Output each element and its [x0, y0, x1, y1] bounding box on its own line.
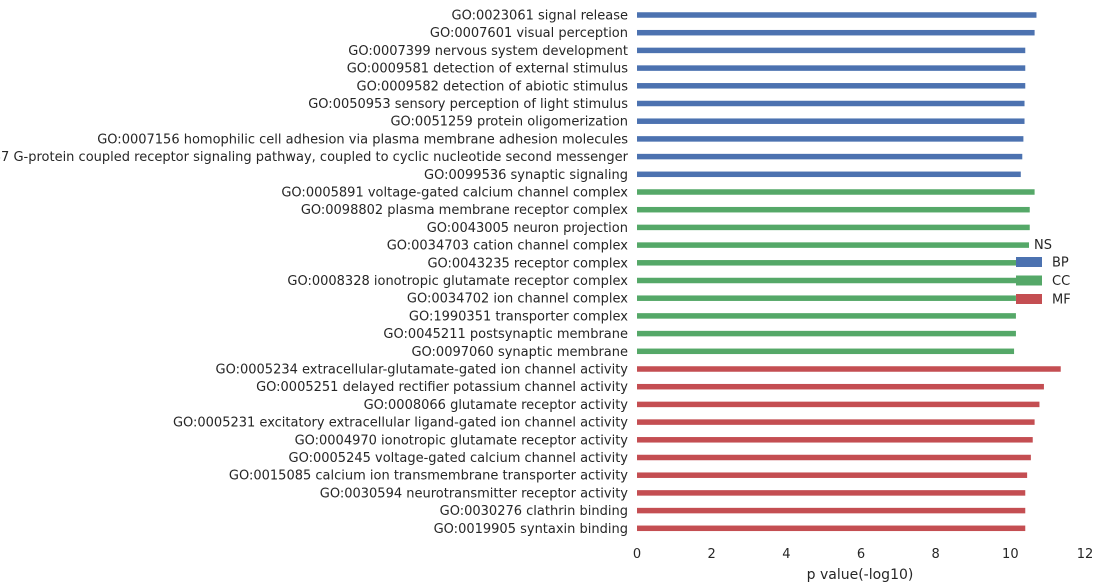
category-label: GO:0034703 cation channel complex	[387, 239, 629, 254]
category-label: GO:0051259 protein oligomerization	[390, 115, 628, 130]
category-label: GO:0030594 neurotransmitter receptor act…	[320, 486, 629, 501]
bar-mf	[637, 525, 1026, 532]
category-label: GO:0097060 synaptic membrane	[411, 345, 628, 360]
category-label: GO:0009581 detection of external stimulu…	[347, 62, 629, 77]
bar-bp	[637, 83, 1026, 89]
category-label: GO:0034702 ion channel complex	[407, 292, 628, 307]
bar-bp	[637, 100, 1025, 107]
bar-bp	[637, 118, 1025, 124]
bar-mf	[637, 366, 1061, 372]
bar-mf	[637, 437, 1033, 443]
x-axis-ticks: 0 2 4 6 8 10 12	[633, 547, 1093, 562]
x-tick-label: 6	[857, 547, 865, 562]
category-label: GO:0045211 postsynaptic membrane	[383, 327, 628, 342]
category-label: GO:0005231 excitatory extracellular liga…	[173, 416, 628, 431]
bar-mf	[637, 419, 1035, 425]
category-label: GO:0043005 neuron projection	[427, 221, 628, 236]
x-tick-label: 8	[932, 547, 940, 562]
bar-cc	[637, 242, 1029, 248]
category-label: GO:0008066 glutamate receptor activity	[364, 398, 629, 413]
x-tick-label: 2	[708, 547, 716, 562]
legend-title: NS	[1034, 238, 1052, 253]
category-label: GO:0030276 clathrin binding	[440, 504, 628, 519]
category-label: GO:0007399 nervous system development	[348, 44, 628, 59]
legend-swatch	[1016, 257, 1042, 267]
bar-bp	[637, 171, 1021, 178]
bar-cc	[637, 330, 1016, 337]
category-label: GO:0005891 voltage-gated calcium channel…	[281, 186, 628, 201]
bars	[637, 12, 1061, 532]
bar-mf	[637, 383, 1044, 390]
category-label: GO:0007601 visual perception	[430, 26, 628, 41]
category-label: GO:0015085 calcium ion transmembrane tra…	[229, 469, 628, 484]
category-labels: GO:0023061 signal release GO:0007601 visu…	[0, 9, 629, 537]
bar-mf	[637, 454, 1031, 461]
category-label: GO:0008328 ionotropic glutamate receptor…	[287, 274, 628, 289]
bar-cc	[637, 189, 1035, 195]
bar-mf	[637, 490, 1026, 496]
x-tick-label: 4	[782, 547, 790, 562]
category-label: GO:0005245 voltage-gated calcium channel…	[289, 451, 629, 466]
category-label: GO:0050953 sensory perception of light s…	[308, 97, 628, 112]
legend-label: BP	[1052, 256, 1069, 271]
bar-cc	[637, 295, 1016, 301]
legend: NS BP CC MF	[1016, 238, 1071, 308]
x-tick-label: 10	[1002, 547, 1019, 562]
category-label: GO:0005234 extracellular-glutamate-gated…	[216, 363, 629, 378]
bar-cc	[637, 313, 1016, 319]
bar-bp	[637, 12, 1037, 18]
bar-cc	[637, 348, 1015, 355]
bar-cc	[637, 260, 1018, 266]
bar-mf	[637, 472, 1028, 478]
category-label: GO:0009582 detection of abiotic stimulus	[357, 79, 629, 94]
bar-cc	[637, 206, 1030, 213]
category-label: GO:0005251 delayed rectifier potassium c…	[256, 380, 628, 395]
category-label: GO:0099536 synaptic signaling	[424, 168, 628, 183]
bar-cc	[637, 224, 1030, 231]
category-label: GO:0023061 signal release	[452, 9, 628, 24]
category-label: GO:1990351 transporter complex	[409, 309, 628, 324]
x-tick-label: 0	[633, 547, 641, 562]
bar-cc	[637, 277, 1018, 284]
category-label: GO:0098802 plasma membrane receptor comp…	[301, 203, 628, 218]
legend-swatch	[1016, 275, 1042, 286]
legend-label: CC	[1052, 274, 1070, 289]
bar-bp	[637, 29, 1035, 36]
category-label: GO:0043235 receptor complex	[427, 256, 628, 271]
x-axis-label: p value(-log10)	[807, 567, 914, 583]
legend-label: MF	[1052, 293, 1071, 308]
bar-bp	[637, 65, 1026, 71]
bar-mf	[637, 507, 1026, 514]
bar-bp	[637, 153, 1023, 160]
category-label: GO:0007187 G-protein coupled receptor si…	[0, 150, 629, 165]
category-label: GO:0019905 syntaxin binding	[434, 522, 628, 537]
bar-bp	[637, 47, 1026, 54]
bar-bp	[637, 136, 1024, 142]
legend-swatch	[1016, 294, 1042, 304]
bar-mf	[637, 401, 1040, 408]
category-label: GO:0007156 homophilic cell adhesion via …	[97, 132, 628, 147]
x-tick-label: 12	[1077, 547, 1094, 562]
category-label: GO:0004970 ionotropic glutamate receptor…	[295, 433, 629, 448]
legend-entries: BP CC MF	[1016, 256, 1071, 308]
